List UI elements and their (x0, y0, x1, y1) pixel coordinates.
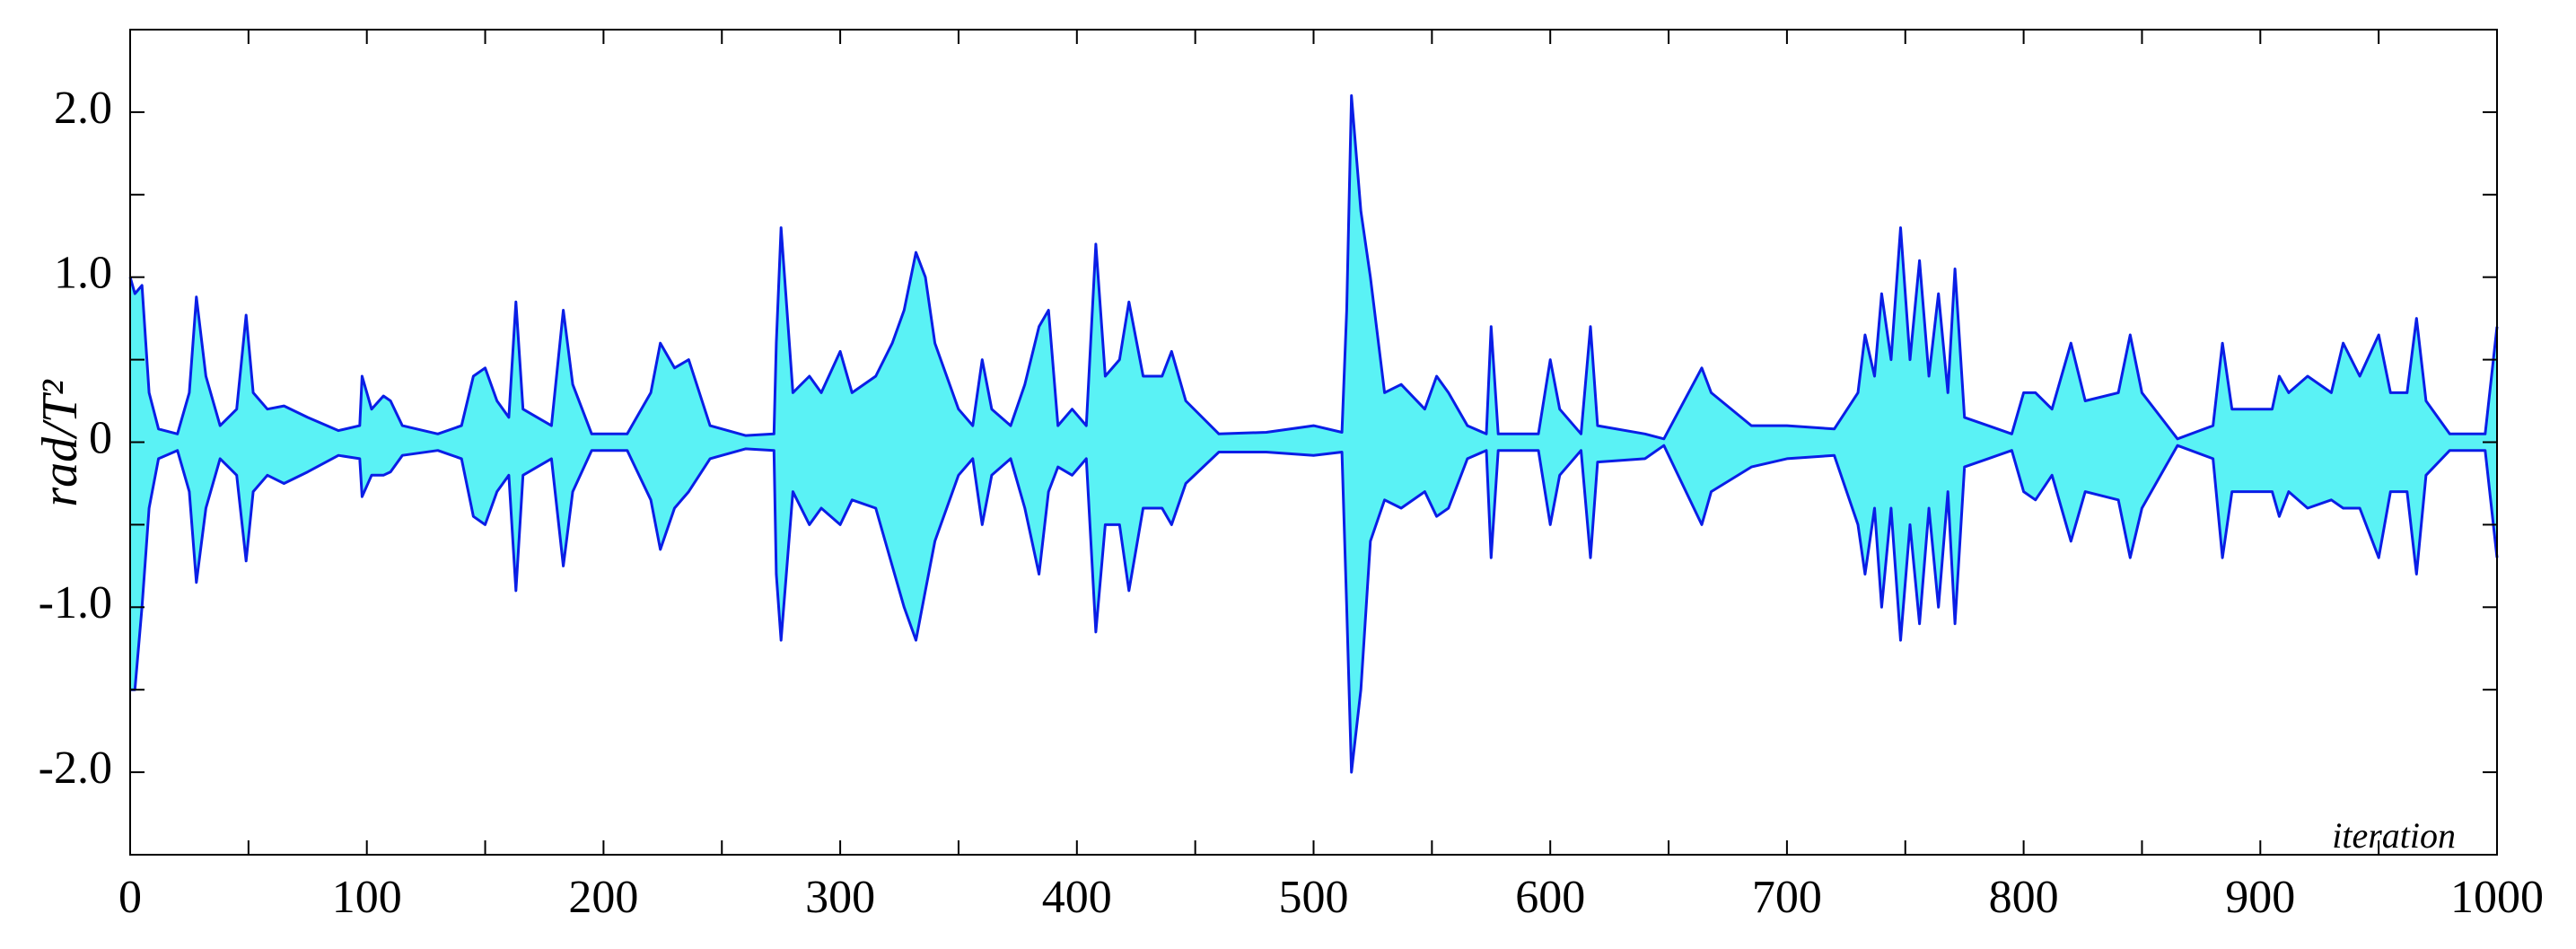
x-tick-label: 200 (568, 872, 638, 923)
x-tick-label: 800 (1989, 872, 2059, 923)
x-tick-label: 100 (332, 872, 402, 923)
x-axis-annotation: iteration (2332, 815, 2456, 856)
x-tick-label: 1000 (2450, 872, 2544, 923)
y-tick-label: -1.0 (39, 577, 112, 628)
lower-edge (130, 444, 2499, 774)
x-tick-label: 0 (118, 872, 142, 923)
y-tick-label: -2.0 (39, 743, 112, 794)
y-tick-label: 2.0 (54, 83, 112, 134)
band-fill (130, 95, 2497, 773)
x-tick-label: 300 (805, 872, 875, 923)
upper-edge (128, 94, 2499, 441)
x-tick-label: 900 (2225, 872, 2295, 923)
y-tick-label: 0 (89, 412, 112, 463)
y-tick-label: 1.0 (54, 248, 112, 299)
x-tick-label: 400 (1042, 872, 1112, 923)
x-tick-label: 600 (1515, 872, 1585, 923)
y-axis-label: rad/T² (32, 379, 88, 506)
x-tick-label: 500 (1279, 872, 1349, 923)
x-tick-label: 700 (1752, 872, 1822, 923)
